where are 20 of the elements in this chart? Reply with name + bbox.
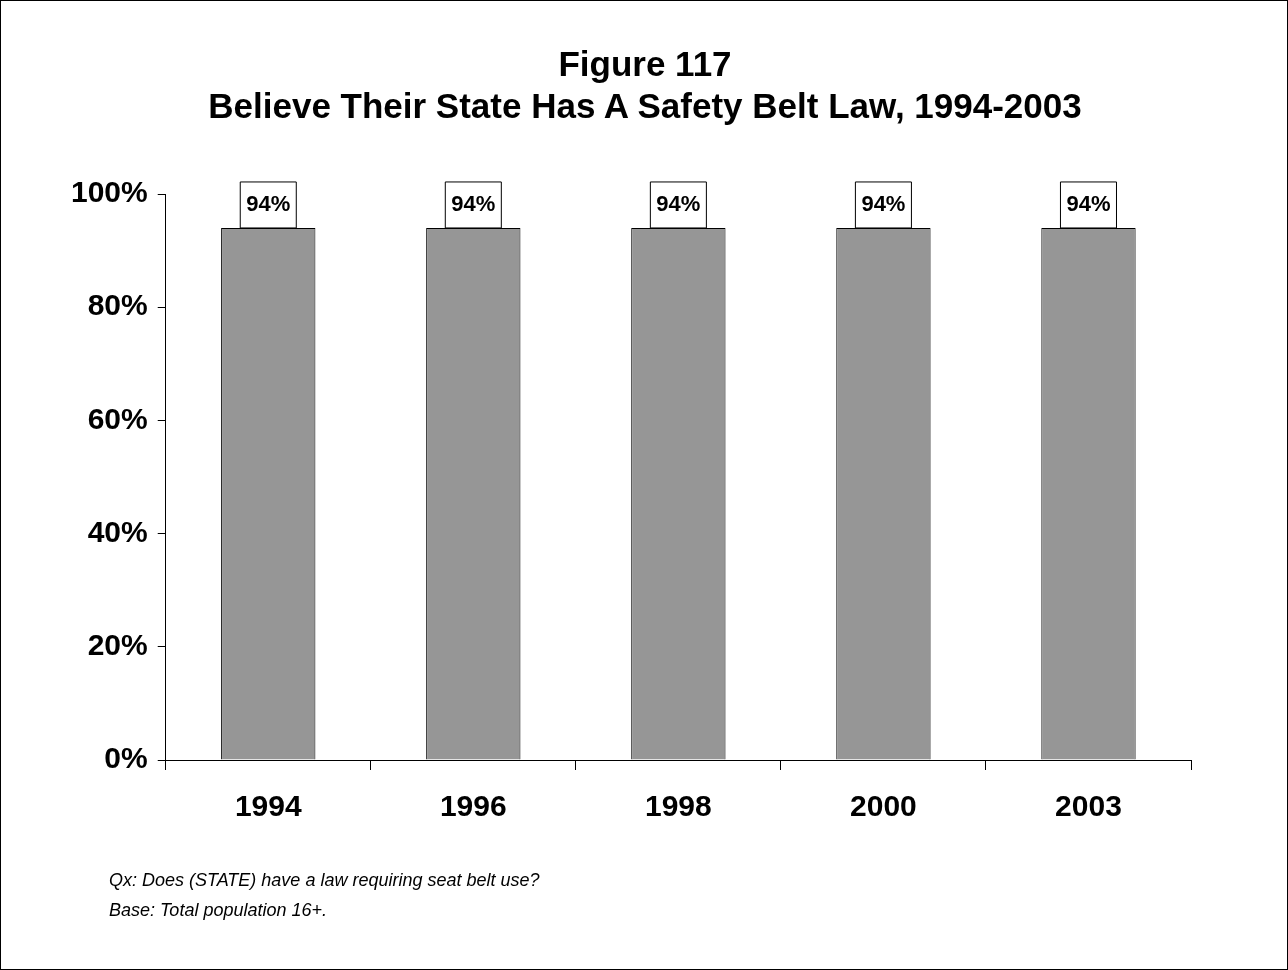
x-tick-label: 2000: [850, 789, 917, 823]
text: Qx: Does (STATE) have a law requiring seat belt use?: [109, 869, 540, 892]
chart-subtitle: Believe Their State Has A Safety Belt Law, 1994-2003: [207, 85, 1083, 127]
y-tick-label: 100%: [70, 175, 148, 209]
data-label: 94%: [1066, 191, 1111, 217]
x-tick-label: 1998: [644, 789, 712, 823]
x-tick-label: 1994: [234, 789, 302, 823]
y-tick-label: 20%: [87, 628, 148, 662]
data-label: 94%: [246, 191, 291, 217]
x-tick-label: 1996: [439, 789, 507, 823]
data-label: 94%: [451, 191, 496, 217]
data-label: 94%: [861, 191, 906, 217]
y-tick-label: 0%: [104, 741, 148, 775]
text: Base: Total population 16+.: [109, 899, 328, 922]
y-tick-label: 60%: [87, 401, 148, 435]
data-label: 94%: [656, 191, 701, 217]
y-tick-label: 40%: [87, 514, 148, 548]
y-tick-label: 80%: [87, 288, 148, 322]
x-tick-label: 2003: [1055, 789, 1122, 823]
chart-title: Figure 117: [557, 43, 733, 85]
